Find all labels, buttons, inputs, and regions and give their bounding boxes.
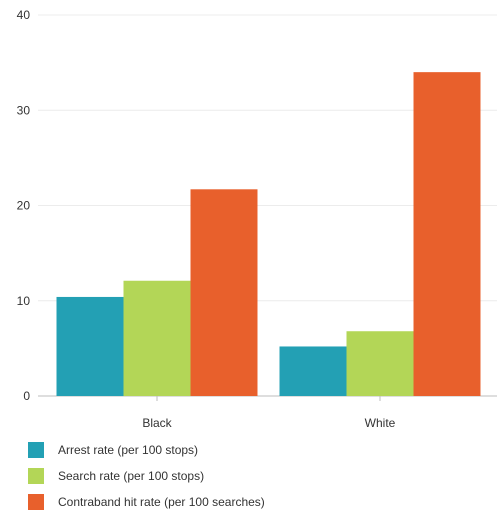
legend-item-search-rate[interactable]: Search rate (per 100 stops) — [28, 466, 265, 486]
bars — [56, 72, 481, 397]
bar-white-series-1 — [346, 331, 414, 396]
y-tick-label-40: 40 — [17, 8, 31, 22]
x-tick-label-black: Black — [142, 416, 172, 430]
bar-white-series-0 — [279, 346, 347, 396]
y-axis: 0 10 20 30 40 — [17, 8, 31, 403]
x-axis: Black White — [142, 396, 396, 430]
legend-label-arrest-rate: Arrest rate (per 100 stops) — [58, 443, 199, 457]
bar-black-series-0 — [56, 296, 124, 396]
y-tick-label-20: 20 — [17, 199, 31, 213]
bar-chart: 0 10 20 30 40 Black White — [17, 8, 497, 430]
legend-label-contraband-hit-rate: Contraband hit rate (per 100 searches) — [58, 495, 265, 509]
legend-swatch-arrest-rate — [28, 442, 44, 458]
bar-black-series-1 — [123, 280, 191, 396]
x-tick-label-white: White — [365, 416, 396, 430]
legend-label-search-rate: Search rate (per 100 stops) — [58, 469, 205, 483]
legend: Arrest rate (per 100 stops) Search rate … — [28, 440, 265, 518]
legend-item-contraband-hit-rate[interactable]: Contraband hit rate (per 100 searches) — [28, 492, 265, 512]
legend-item-arrest-rate[interactable]: Arrest rate (per 100 stops) — [28, 440, 265, 460]
legend-swatch-contraband-hit-rate — [28, 494, 44, 510]
bar-white-series-2 — [413, 72, 481, 397]
y-tick-label-10: 10 — [17, 294, 31, 308]
y-tick-label-30: 30 — [17, 103, 31, 117]
legend-swatch-search-rate — [28, 468, 44, 484]
y-tick-label-0: 0 — [23, 389, 30, 403]
bar-black-series-2 — [190, 189, 258, 396]
